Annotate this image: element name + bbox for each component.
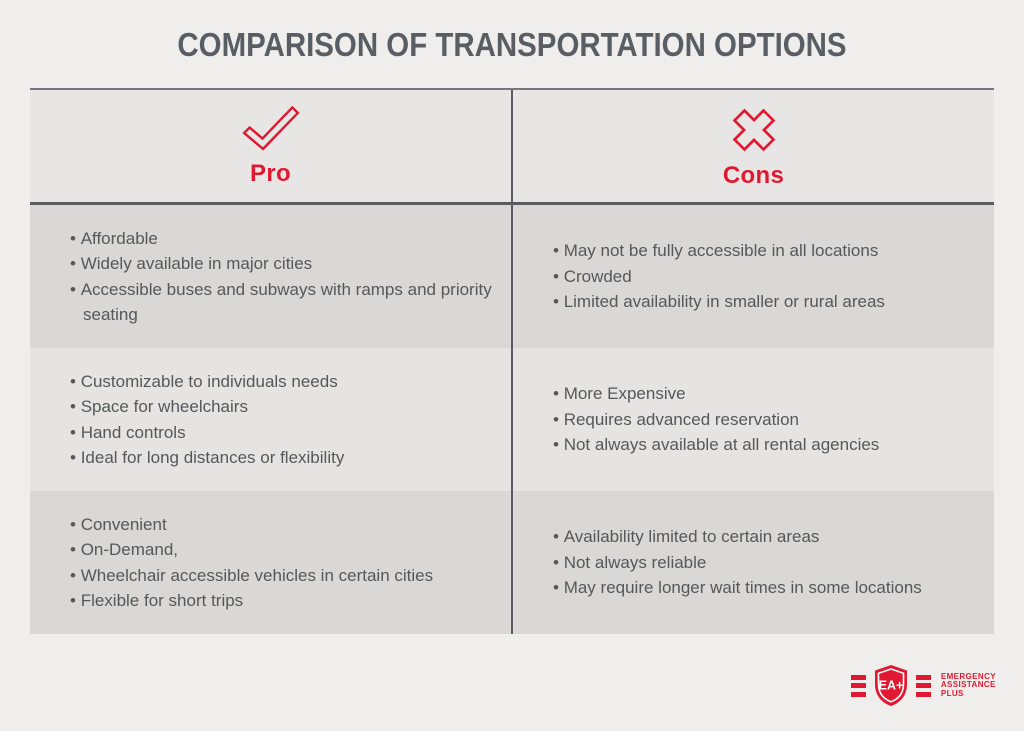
shield-text: EA+ [878,679,903,693]
bullet-list: May not be fully accessible in all locat… [553,238,885,315]
pros-cell: Customizable to individuals needsSpace f… [30,348,511,491]
bullet-item: Customizable to individuals needs [70,369,344,395]
pro-column-header: Pro [30,90,511,202]
bullet-item: Not always reliable [553,550,922,576]
pros-cell: AffordableWidely available in major citi… [30,205,511,348]
logo-wordmark: EMERGENCY ASSISTANCE PLUS [940,671,996,699]
bullet-list: AffordableWidely available in major citi… [70,226,493,328]
pros-cell: ConvenientOn-Demand,Wheelchair accessibl… [30,491,511,634]
cons-cell: Availability limited to certain areasNot… [511,491,994,634]
bullet-item: Widely available in major cities [70,251,493,277]
bullet-list: More ExpensiveRequires advanced reservat… [553,381,880,458]
bullet-item: Space for wheelchairs [70,394,344,420]
logo-line: PLUS [940,688,964,698]
logo-bar [850,691,866,697]
cons-cell: More ExpensiveRequires advanced reservat… [511,348,994,491]
logo-line: EMERGENCY [940,671,996,681]
table-header-row: Pro Cons [30,88,994,205]
table-row-rental-vehicle: Customizable to individuals needsSpace f… [30,348,994,491]
bullet-list: Availability limited to certain areasNot… [553,524,922,601]
logo-bars-left [850,674,866,697]
bullet-list: Customizable to individuals needsSpace f… [70,369,345,471]
bullet-item: Limited availability in smaller or rural… [553,289,885,315]
table-row-public-transit: AffordableWidely available in major citi… [30,205,994,348]
bullet-item: More Expensive [553,381,879,407]
bullet-item: Flexible for short trips [70,588,433,614]
bullet-item: Affordable [70,226,493,252]
logo-bar [915,674,931,680]
logo-bars-right [915,674,931,697]
comparison-table: Pro Cons AffordableWidely available in m… [30,88,994,634]
logo-bar [850,674,866,680]
logo-bar [850,683,866,688]
cons-cell: May not be fully accessible in all locat… [511,205,994,348]
logo-bar [915,691,931,697]
bullet-item: Availability limited to certain areas [553,524,922,550]
logo-bar [915,683,931,688]
bullet-list: ConvenientOn-Demand,Wheelchair accessibl… [70,512,433,614]
bullet-item: On-Demand, [70,537,433,563]
cons-column-header: Cons [511,90,994,202]
x-icon [727,103,781,157]
bullet-item: May not be fully accessible in all locat… [553,238,885,264]
table-row-rideshare: ConvenientOn-Demand,Wheelchair accessibl… [30,491,994,634]
bullet-item: Crowded [553,264,885,290]
bullet-item: Convenient [70,512,433,538]
bullet-item: May require longer wait times in some lo… [553,575,922,601]
bullet-item: Hand controls [70,420,344,446]
bullet-item: Requires advanced reservation [553,407,879,433]
page-title: COMPARISON OF TRANSPORTATION OPTIONS [177,26,847,64]
bullet-item: Not always available at all rental agenc… [553,432,880,458]
brand-logo: EA+ EMERGENCY ASSISTANCE PLUS [850,664,996,707]
cons-column-label: Cons [722,161,785,189]
logo-line: ASSISTANCE [940,680,996,690]
pro-column-label: Pro [250,159,291,187]
bullet-item: Ideal for long distances or flexibility [70,445,345,471]
bullet-item: Accessible buses and subways with ramps … [70,277,493,328]
shield-icon: EA+ [872,664,910,707]
check-icon [240,105,302,155]
bullet-item: Wheelchair accessible vehicles in certai… [70,563,433,589]
